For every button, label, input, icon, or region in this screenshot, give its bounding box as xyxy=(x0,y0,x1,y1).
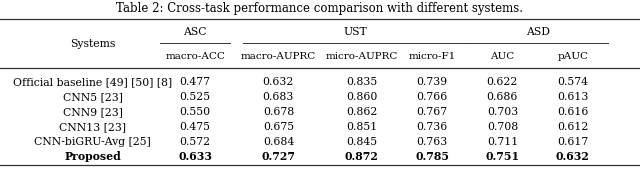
Text: CNN9 [23]: CNN9 [23] xyxy=(63,107,123,117)
Text: 0.872: 0.872 xyxy=(345,151,378,162)
Text: UST: UST xyxy=(343,27,367,37)
Text: macro-ACC: macro-ACC xyxy=(165,52,225,61)
Text: 0.835: 0.835 xyxy=(346,77,377,87)
Text: 0.675: 0.675 xyxy=(263,122,294,132)
Text: 0.550: 0.550 xyxy=(180,107,211,117)
Text: Official baseline [49] [50] [8]: Official baseline [49] [50] [8] xyxy=(13,77,172,87)
Text: 0.736: 0.736 xyxy=(417,122,447,132)
Text: 0.703: 0.703 xyxy=(487,107,518,117)
Text: 0.572: 0.572 xyxy=(180,137,211,147)
Text: 0.684: 0.684 xyxy=(263,137,294,147)
Text: ASD: ASD xyxy=(525,27,550,37)
Text: 0.622: 0.622 xyxy=(486,77,518,87)
Text: 0.766: 0.766 xyxy=(417,92,447,102)
Text: 0.860: 0.860 xyxy=(346,92,378,102)
Text: 0.751: 0.751 xyxy=(485,151,520,162)
Text: ASC: ASC xyxy=(184,27,207,37)
Text: 0.862: 0.862 xyxy=(346,107,378,117)
Text: 0.525: 0.525 xyxy=(180,92,211,102)
Text: micro-F1: micro-F1 xyxy=(408,52,456,61)
Text: 0.763: 0.763 xyxy=(417,137,447,147)
Text: 0.616: 0.616 xyxy=(557,107,589,117)
Text: Proposed: Proposed xyxy=(65,151,121,162)
Text: 0.613: 0.613 xyxy=(557,92,589,102)
Text: 0.632: 0.632 xyxy=(262,77,294,87)
Text: CNN5 [23]: CNN5 [23] xyxy=(63,92,123,102)
Text: 0.475: 0.475 xyxy=(180,122,211,132)
Text: 0.574: 0.574 xyxy=(557,77,588,87)
Text: pAUC: pAUC xyxy=(557,52,588,61)
Text: 0.633: 0.633 xyxy=(178,151,212,162)
Text: macro-AUPRC: macro-AUPRC xyxy=(241,52,316,61)
Text: 0.617: 0.617 xyxy=(557,137,588,147)
Text: 0.727: 0.727 xyxy=(261,151,296,162)
Text: 0.686: 0.686 xyxy=(486,92,518,102)
Text: 0.708: 0.708 xyxy=(487,122,518,132)
Text: 0.711: 0.711 xyxy=(487,137,518,147)
Text: 0.767: 0.767 xyxy=(417,107,447,117)
Text: AUC: AUC xyxy=(490,52,515,61)
Text: Systems: Systems xyxy=(70,39,115,49)
Text: 0.785: 0.785 xyxy=(415,151,449,162)
Text: 0.845: 0.845 xyxy=(346,137,377,147)
Text: 0.851: 0.851 xyxy=(346,122,377,132)
Text: Table 2: Cross-task performance comparison with different systems.: Table 2: Cross-task performance comparis… xyxy=(116,2,524,14)
Text: 0.477: 0.477 xyxy=(180,77,211,87)
Text: micro-AUPRC: micro-AUPRC xyxy=(325,52,398,61)
Text: CNN-biGRU-Avg [25]: CNN-biGRU-Avg [25] xyxy=(35,137,151,147)
Text: 0.612: 0.612 xyxy=(557,122,589,132)
Text: 0.678: 0.678 xyxy=(263,107,294,117)
Text: CNN13 [23]: CNN13 [23] xyxy=(60,122,126,132)
Text: 0.632: 0.632 xyxy=(556,151,589,162)
Text: 0.683: 0.683 xyxy=(262,92,294,102)
Text: 0.739: 0.739 xyxy=(417,77,447,87)
